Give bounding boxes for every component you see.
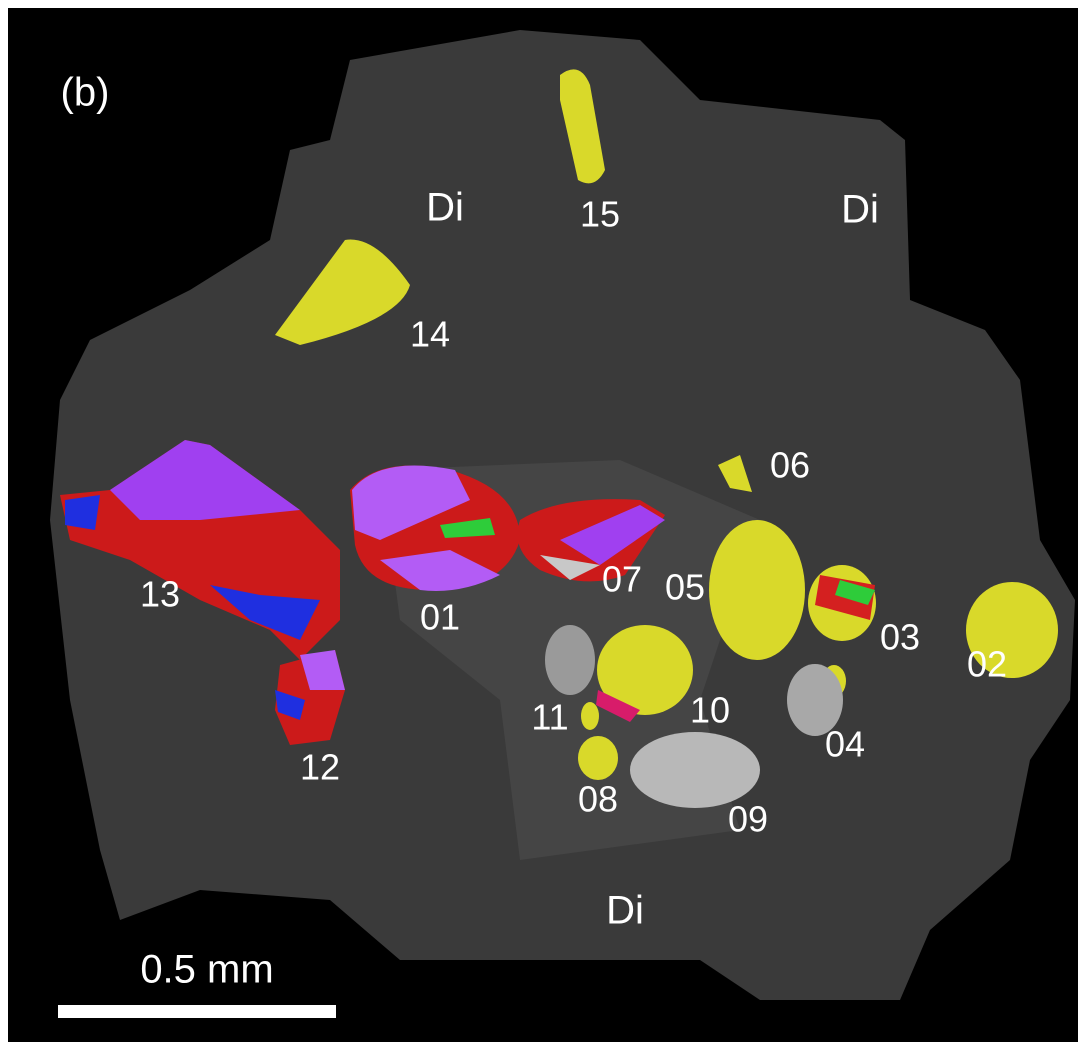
grain-label: 08 <box>578 779 618 820</box>
grain-label: 07 <box>602 559 642 600</box>
phase-label: Di <box>606 889 644 933</box>
page: (b) Di Di Di 15 14 06 05 03 02 07 01 13 … <box>0 0 1086 1050</box>
grain-label: 06 <box>770 445 810 486</box>
grain <box>581 702 599 730</box>
grain-label: 10 <box>690 690 730 731</box>
grain-label: 14 <box>410 314 450 355</box>
grain <box>709 520 805 660</box>
grain-label: 02 <box>967 644 1007 685</box>
phase-label: Di <box>841 188 879 232</box>
grain-label: 04 <box>825 724 865 765</box>
grain-label: 12 <box>300 747 340 788</box>
grain-label: 01 <box>420 597 460 638</box>
grain-label: 11 <box>531 697 568 738</box>
grain-phase <box>65 495 100 530</box>
micrograph: (b) Di Di Di 15 14 06 05 03 02 07 01 13 … <box>0 0 1086 1050</box>
grain-label: 09 <box>728 799 768 840</box>
grain <box>545 625 595 695</box>
grain <box>578 736 618 780</box>
scale-bar <box>58 1005 336 1018</box>
grain-label: 13 <box>140 574 180 615</box>
grain-label: 05 <box>665 567 705 608</box>
scale-bar-label: 0.5 mm <box>140 948 273 992</box>
phase-label: Di <box>426 186 464 230</box>
panel-label: (b) <box>61 71 110 115</box>
grain-label: 15 <box>580 194 620 235</box>
grain <box>630 732 760 808</box>
grain-label: 03 <box>880 617 920 658</box>
